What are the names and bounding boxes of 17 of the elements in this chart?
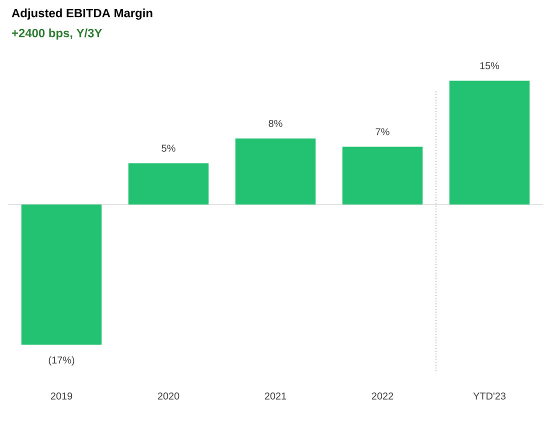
bar [342,146,423,205]
data-label: (17%) [48,356,74,366]
data-label: 15% [480,62,500,70]
x-tick-label: 2022 [372,392,394,400]
bar [21,204,102,345]
x-tick-label: YTD'23 [473,392,506,400]
bar [235,138,316,205]
bar [128,163,209,205]
data-label: 8% [268,120,282,127]
chart-title: Adjusted EBITDA Margin [12,8,152,20]
x-tick-label: 2021 [264,392,286,400]
data-label: 5% [162,144,176,152]
x-tick-label: 2020 [158,392,180,400]
data-label: 7% [376,128,390,136]
chart-subtitle: +2400 bps, Y/3Y [12,28,102,40]
x-tick-label: 2019 [50,392,72,400]
bar [449,80,530,205]
